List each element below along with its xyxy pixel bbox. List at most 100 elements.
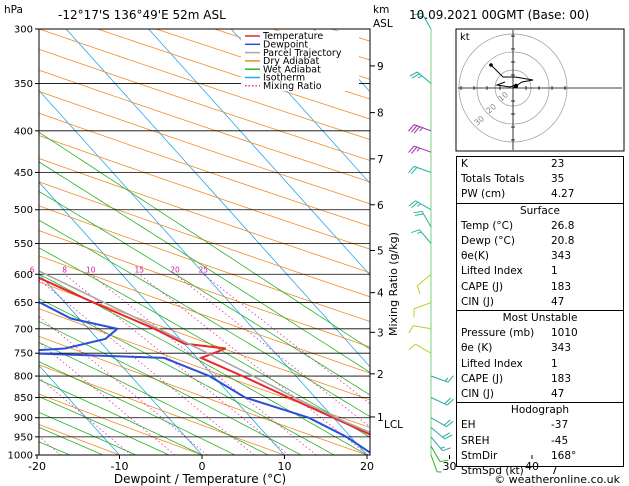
isotherm-line (148, 29, 370, 276)
wind-barb (408, 145, 432, 154)
wind-barb-flag (444, 397, 452, 405)
temperature-tick-label: 0 (199, 460, 206, 473)
pressure-tick-label: 450 (14, 168, 33, 179)
mixing-axis-label: Mixing Ratio (g/kg) (387, 232, 400, 336)
most-unstable-section: Most Unstable Pressure (mb) 1010 θe (K) 34… (457, 310, 623, 402)
index-row: K 23 (461, 158, 565, 170)
wind-barb (408, 200, 432, 211)
pressure-tick-label: 500 (14, 205, 33, 216)
wind-barb (413, 210, 432, 228)
temperature-tick-label: -20 (28, 460, 46, 473)
hodograph-point (489, 63, 493, 67)
isotherm-line (39, 364, 120, 455)
dry-adiabat-line (39, 393, 203, 455)
wind-barb-flag (409, 71, 418, 77)
wind-barb-flag (439, 459, 449, 463)
basic-indices: K 23 Totals Totals 35 PW (cm) 4.27 (457, 157, 623, 203)
pressure-tick-label: 750 (14, 349, 33, 360)
wind-barb-half (419, 127, 423, 132)
wind-barb-flag (413, 12, 423, 16)
wind-barb-half (419, 15, 424, 18)
wind-barb-staff (430, 445, 441, 462)
index-row: EH -37 (461, 419, 569, 432)
temperature-tick-label: -10 (111, 460, 129, 473)
wind-barb (408, 124, 432, 134)
wind-barb-staff (430, 397, 448, 406)
pressure-tick-label: 300 (14, 25, 33, 36)
wind-barb (430, 454, 442, 473)
mixing-ratio-label: 6 (30, 265, 35, 274)
indices-table: K 23 Totals Totals 35 PW (cm) 4.27 Surface … (456, 156, 624, 477)
wind-barb-flag (413, 308, 415, 318)
wind-barb-staff (430, 427, 446, 440)
wind-barb-flag (408, 166, 415, 174)
axis-layer: 1234681015202530035040045050055060065070… (8, 25, 539, 474)
height-tick-label: 3 (377, 327, 384, 339)
pressure-tick-label: 1000 (8, 451, 33, 462)
legend-label: Isotherm (263, 73, 305, 84)
wind-barb (409, 71, 432, 84)
wet-adiabat-line (39, 441, 71, 455)
wind-barb (413, 302, 432, 318)
wind-barb-staff (413, 302, 432, 310)
credit-text: © weatheronline.co.uk (494, 473, 620, 486)
wet-adiabat-line (39, 161, 370, 373)
hodograph-frame (455, 28, 625, 152)
wet-adiabat-line (39, 320, 302, 455)
mixing-ratio-line (174, 273, 370, 428)
wind-barb-flag (408, 145, 415, 153)
dry-adiabat-line (39, 335, 368, 455)
index-row: StmSpd (kt) 7 (461, 465, 558, 478)
datetime-title: 10.09.2021 00GMT (Base: 00) (409, 8, 589, 22)
isotherm-line (39, 181, 285, 455)
wind-barb-flag (411, 201, 419, 209)
asl-label: ASL (373, 18, 393, 30)
wind-barb (430, 397, 454, 406)
wind-barb-flag (408, 343, 416, 351)
wind-barb-flag (413, 210, 423, 214)
temperature-tick-label: 20 (360, 460, 374, 473)
wind-barb-flag (408, 325, 414, 334)
mixing-ratio-label: 20 (170, 265, 180, 274)
pressure-tick-label: 950 (14, 432, 33, 443)
wind-barb-flag (410, 167, 418, 175)
wind-barb-flag (411, 229, 420, 234)
isotherm-line (39, 89, 368, 455)
mixing-ratio-label: 25 (199, 265, 209, 274)
hodograph-trace (495, 81, 517, 88)
isotherm-line (65, 29, 370, 368)
index-row: Pressure (mb) 1010 (461, 327, 578, 340)
dry-adiabat-line (39, 364, 285, 455)
lcl-label: LCL (384, 419, 403, 431)
dry-adiabat-line (39, 308, 370, 429)
km-label: km (373, 4, 389, 16)
hodograph-trace (490, 64, 534, 89)
pressure-tick-label: 550 (14, 239, 33, 250)
hodograph-point (513, 83, 519, 89)
wind-barb-half (417, 75, 423, 79)
dry-adiabat-line (39, 91, 370, 205)
height-tick-label: 4 (377, 288, 384, 300)
wind-barb-flag (444, 434, 453, 440)
wind-barb-staff (416, 71, 432, 84)
pressure-tick-label: 650 (14, 298, 33, 309)
temperature-series (39, 276, 370, 436)
parcel-trajectory-series (39, 270, 370, 434)
wind-barb-half (416, 147, 421, 152)
wind-barb-flag (411, 73, 420, 79)
index-row: CAPE (J) 183 (461, 372, 572, 385)
dry-adiabat-line (39, 135, 370, 250)
wind-barb (408, 325, 432, 334)
wind-barb-staff (421, 211, 432, 228)
pressure-tick-label: 400 (14, 126, 33, 137)
legend-label: Dry Adiabat (263, 56, 320, 67)
x-axis-label: Dewpoint / Temperature (°C) (114, 472, 286, 486)
pressure-tick-label: 800 (14, 372, 33, 383)
legend-label: Dewpoint (263, 40, 308, 51)
wind-barb-half (417, 231, 422, 234)
hodograph-section: Hodograph EH -37 SREH -45 StmDir 168° StmSp… (457, 402, 623, 479)
index-row: Temp (°C) 26.8 (461, 219, 575, 232)
height-tick-label: 5 (377, 245, 384, 257)
